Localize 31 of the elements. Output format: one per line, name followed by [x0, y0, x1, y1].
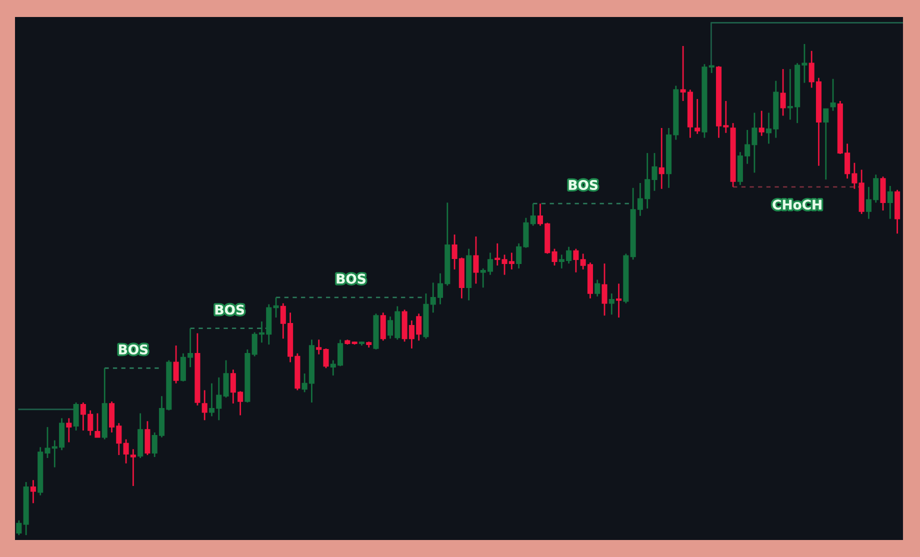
candlestick	[780, 68, 786, 116]
candlestick	[16, 520, 22, 536]
candlestick	[123, 438, 129, 464]
candlestick	[173, 344, 179, 384]
series-label: BOS	[119, 344, 148, 354]
candlestick	[887, 185, 893, 220]
candlestick	[494, 242, 500, 266]
candlestick	[602, 262, 608, 316]
series-label: BOS	[568, 180, 598, 190]
candlestick	[830, 78, 836, 112]
candlestick	[30, 479, 36, 504]
candlestick	[94, 412, 100, 438]
series-label: BOS	[336, 274, 366, 284]
candlestick	[473, 236, 479, 284]
candlestick	[530, 202, 536, 226]
candlestick	[616, 282, 622, 318]
candlestick	[144, 420, 150, 456]
candlestick	[608, 292, 614, 316]
candlestick	[694, 98, 700, 135]
candlestick	[73, 402, 79, 432]
candlestick	[758, 110, 764, 137]
candlestick	[658, 127, 664, 190]
candlestick	[573, 248, 579, 274]
series-label: CHoCH	[772, 200, 822, 210]
series-label: BOS	[215, 304, 244, 315]
candlestick	[202, 390, 208, 421]
candlestick	[594, 279, 600, 298]
candlestick	[130, 448, 136, 487]
candlestick	[823, 108, 829, 180]
candlestick	[66, 418, 72, 443]
candlestick	[380, 312, 386, 342]
